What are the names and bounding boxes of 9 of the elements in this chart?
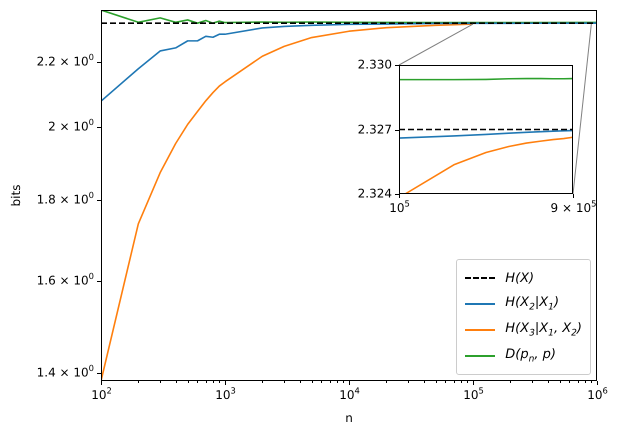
y-tick-label: 2.324 (358, 186, 392, 201)
legend-label: H(X$_{2}$|X$_{1}$) (505, 295, 560, 313)
y-tick-label: 2.327 (358, 122, 392, 137)
y-axis-title: bits (9, 184, 24, 206)
legend-label: H(X) (505, 270, 534, 286)
y-tick-label: 2.330 (358, 58, 392, 72)
legend-label: D(p$_{n}$, p) (505, 347, 556, 365)
x-axis-title: n (345, 411, 353, 426)
legend-label: H(X$_{3}$|X$_{1}$, X$_{2}$) (505, 321, 582, 339)
